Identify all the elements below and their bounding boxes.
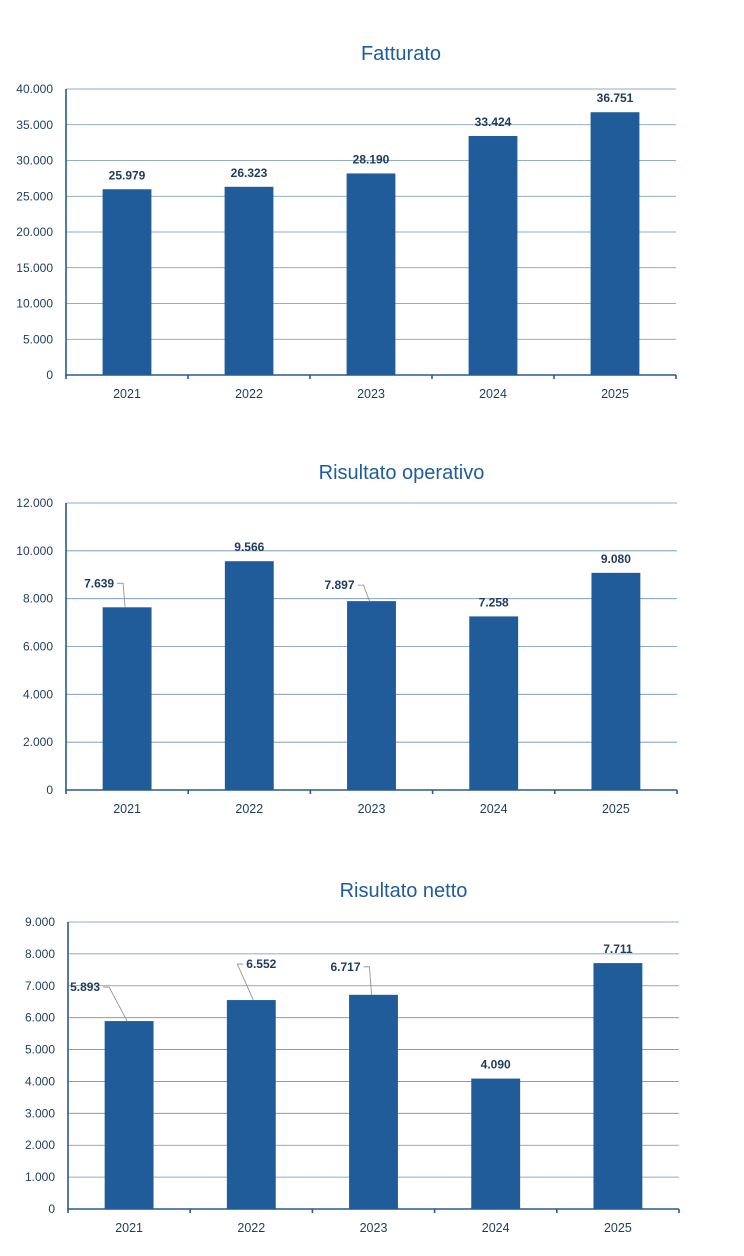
bar	[468, 136, 518, 375]
y-tick-label: 0	[46, 783, 53, 797]
chart-title: Risultato netto	[340, 880, 468, 902]
bar	[224, 561, 274, 790]
category-label: 2021	[113, 387, 141, 401]
bar	[593, 963, 643, 1209]
y-tick-label: 30.000	[16, 154, 53, 168]
data-label: 26.323	[231, 166, 268, 180]
bar	[102, 189, 152, 375]
bar	[469, 616, 519, 790]
category-label: 2024	[479, 387, 507, 401]
leader-line	[236, 963, 254, 1001]
bar	[591, 572, 641, 790]
y-tick-label: 5.000	[23, 332, 53, 346]
y-tick-label: 0	[48, 1202, 55, 1216]
y-tick-label: 40.000	[16, 82, 53, 96]
category-label: 2024	[482, 1221, 510, 1235]
bar	[346, 173, 396, 375]
y-tick-label: 12.000	[16, 496, 53, 510]
leader-line	[117, 582, 126, 608]
category-label: 2025	[604, 1221, 632, 1235]
category-label: 2021	[113, 802, 141, 816]
category-label: 2022	[235, 387, 263, 401]
data-label: 4.090	[481, 1058, 511, 1072]
y-tick-label: 7.000	[25, 979, 55, 993]
category-label: 2022	[237, 1221, 265, 1235]
bar	[102, 607, 152, 790]
category-label: 2023	[360, 1221, 388, 1235]
data-label: 6.717	[330, 960, 360, 974]
y-tick-label: 0	[46, 368, 53, 382]
category-label: 2022	[235, 802, 263, 816]
y-tick-label: 35.000	[16, 118, 53, 132]
y-tick-label: 25.000	[16, 189, 53, 203]
data-label: 9.080	[601, 552, 631, 566]
y-tick-label: 6.000	[25, 1011, 55, 1025]
category-label: 2023	[358, 802, 386, 816]
bar	[104, 1021, 154, 1209]
y-tick-label: 6.000	[23, 640, 53, 654]
y-tick-label: 4.000	[25, 1074, 55, 1088]
y-tick-label: 9.000	[25, 915, 55, 929]
category-label: 2021	[115, 1221, 143, 1235]
bar	[224, 186, 274, 375]
y-tick-label: 15.000	[16, 261, 53, 275]
category-label: 2023	[357, 387, 385, 401]
y-tick-label: 1.000	[25, 1170, 55, 1184]
y-tick-label: 2.000	[25, 1138, 55, 1152]
y-tick-label: 10.000	[16, 544, 53, 558]
data-label: 7.711	[603, 942, 633, 956]
data-label: 36.751	[597, 91, 634, 105]
data-label: 9.566	[234, 540, 264, 554]
category-label: 2025	[602, 802, 630, 816]
y-tick-label: 5.000	[25, 1043, 55, 1057]
bar	[226, 1000, 276, 1209]
data-label: 7.639	[84, 576, 114, 590]
data-label: 7.897	[324, 578, 354, 592]
chart-title: Risultato operativo	[319, 462, 485, 484]
y-tick-label: 3.000	[25, 1106, 55, 1120]
category-label: 2024	[480, 802, 508, 816]
data-label: 33.424	[475, 115, 512, 129]
y-tick-label: 2.000	[23, 735, 53, 749]
y-tick-label: 8.000	[23, 592, 53, 606]
chart-2: Risultato operativo 0 2.000 4.000 6.000 8.000…	[16, 462, 678, 816]
data-label: 6.552	[246, 957, 276, 971]
data-label: 25.979	[109, 168, 146, 182]
bar	[590, 112, 640, 375]
leader-line	[103, 986, 128, 1022]
y-tick-label: 20.000	[16, 225, 53, 239]
chart-3: Risultato netto 0 1.000 2.000 3.000 4.000 5.00…	[25, 880, 680, 1235]
chart-title: Fatturato	[361, 43, 441, 65]
data-label: 7.258	[479, 595, 509, 609]
chart-1: Fatturato 0 5.000 10.000 15.000 20.000 25.000 3…	[16, 43, 677, 401]
category-label: 2025	[601, 387, 629, 401]
data-label: 28.190	[353, 152, 390, 166]
leader-line	[363, 966, 372, 995]
bar	[347, 601, 396, 790]
y-tick-label: 4.000	[23, 687, 53, 701]
leader-line	[357, 584, 370, 602]
data-label: 5.893	[70, 980, 100, 994]
y-tick-label: 10.000	[16, 297, 53, 311]
y-tick-label: 8.000	[25, 947, 55, 961]
bar	[349, 994, 398, 1209]
bar	[471, 1078, 521, 1209]
